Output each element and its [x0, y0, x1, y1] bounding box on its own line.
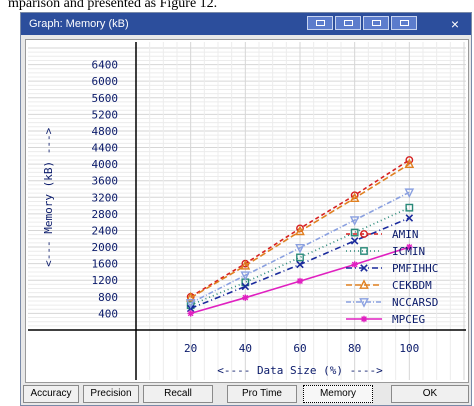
y-tick-label: 1600	[92, 258, 119, 271]
legend-label: ICMIN	[392, 245, 425, 258]
legend-marker	[360, 264, 368, 272]
data-point	[185, 291, 196, 302]
pro-time-button[interactable]: Pro Time	[227, 385, 297, 403]
y-tick-label: 3600	[92, 175, 119, 188]
data-point	[296, 253, 304, 262]
y-tick-label: 2800	[92, 208, 119, 221]
window-title: Graph: Memory (kB)	[29, 18, 129, 30]
y-axis-label: <--- Memory (kB) --->	[42, 127, 55, 266]
data-point	[404, 158, 415, 169]
graph-window: Graph: Memory (kB) × 400 800 1200 1600 2000 2…	[20, 12, 472, 406]
data-point	[406, 243, 413, 251]
data-point	[349, 192, 360, 203]
x-tick-label: 40	[239, 342, 252, 355]
data-point	[296, 277, 304, 285]
memory-line-chart: 400 800 1200 1600 2000 2400 2800 3200 3600 4000 44…	[28, 42, 466, 380]
legend-label: AMIN	[392, 228, 419, 241]
window-icon	[316, 20, 325, 26]
data-point	[185, 299, 196, 309]
data-point	[296, 260, 304, 269]
y-tick-label: 800	[98, 291, 118, 304]
legend-label: PMFIHHC	[392, 262, 438, 275]
document-caption: mparison and presented as Figure 12.	[0, 0, 474, 16]
title-bar[interactable]: Graph: Memory (kB) ×	[21, 13, 471, 35]
data-point	[350, 237, 359, 245]
data-point	[241, 282, 250, 291]
legend-label: NCCARSD	[392, 296, 438, 309]
window-icon	[372, 20, 381, 26]
data-point	[350, 228, 359, 237]
memory-button[interactable]: Memory	[303, 385, 373, 403]
data-point	[351, 261, 358, 268]
window-icon	[344, 20, 353, 26]
legend-label: CEKBDM	[392, 279, 432, 292]
data-point	[295, 243, 305, 254]
window-button-3[interactable]	[363, 16, 389, 30]
data-point	[187, 310, 194, 317]
data-point	[405, 156, 414, 164]
data-point	[295, 225, 305, 236]
y-tick-label: 1200	[92, 274, 119, 287]
ok-button[interactable]: OK	[391, 385, 469, 403]
y-tick-label: 2000	[92, 241, 119, 254]
window-button-1[interactable]	[307, 16, 333, 30]
legend-marker	[360, 247, 368, 255]
y-tick-label: 5200	[92, 108, 119, 121]
close-icon[interactable]: ×	[450, 16, 460, 32]
x-tick-label: 60	[293, 342, 306, 355]
y-tick-label: 2400	[92, 224, 119, 237]
data-point	[349, 216, 360, 226]
y-tick-label: 4000	[92, 158, 119, 171]
legend-marker	[359, 279, 369, 289]
x-axis-label: <---- Data Size (%) ---->	[217, 364, 383, 377]
chart-panel: 400 800 1200 1600 2000 2400 2800 3200 3600 4000 44…	[25, 39, 469, 383]
y-tick-label: 5600	[92, 92, 119, 105]
window-icon	[400, 20, 409, 26]
window-button-4[interactable]	[391, 16, 417, 30]
data-point	[242, 294, 249, 301]
data-point	[405, 203, 414, 212]
legend-marker	[359, 298, 369, 308]
button-bar: Accuracy Precision Recall Pro Time Memor…	[21, 383, 471, 405]
legend-marker	[360, 230, 368, 238]
precision-button[interactable]: Precision	[83, 385, 139, 403]
y-tick-label: 6000	[92, 75, 119, 88]
y-tick-label: 6400	[92, 59, 119, 72]
y-tick-label: 4800	[92, 125, 119, 138]
window-button-2[interactable]	[335, 16, 361, 30]
caption-text: mparison and presented as Figure 12.	[8, 0, 218, 11]
y-tick-label: 4400	[92, 142, 119, 155]
x-tick-label: 20	[184, 342, 197, 355]
data-point	[405, 214, 414, 222]
x-tick-label: 80	[348, 342, 361, 355]
data-point	[404, 188, 415, 199]
data-point	[240, 271, 251, 282]
legend-label: MPCEG	[392, 313, 425, 326]
series-line	[190, 163, 410, 299]
legend-marker	[360, 315, 368, 323]
recall-button[interactable]: Recall	[143, 385, 213, 403]
y-tick-label: 3200	[92, 191, 119, 204]
series-line	[190, 191, 410, 304]
y-tick-label: 400	[98, 307, 118, 320]
data-point	[240, 259, 251, 270]
x-tick-label: 100	[399, 342, 419, 355]
accuracy-button[interactable]: Accuracy	[23, 385, 79, 403]
